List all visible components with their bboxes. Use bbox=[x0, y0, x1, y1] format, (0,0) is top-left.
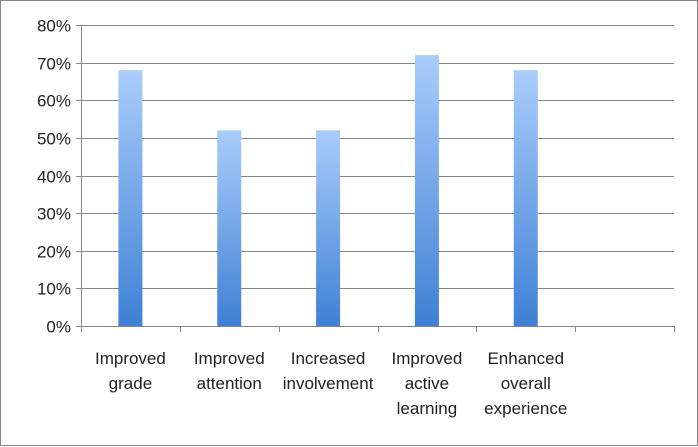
x-category-label: active bbox=[405, 374, 449, 393]
y-tick-label: 10% bbox=[37, 280, 71, 299]
x-category-label: learning bbox=[397, 399, 458, 418]
axes bbox=[76, 25, 675, 332]
x-category-label: Enhanced bbox=[487, 349, 564, 368]
x-category-label: overall bbox=[501, 374, 551, 393]
x-category-label: experience bbox=[484, 399, 567, 418]
y-tick-label: 30% bbox=[37, 205, 71, 224]
y-tick-labels: 0% 10% 20% 30% 40% 50% 60% 70% 80% bbox=[37, 17, 71, 337]
y-tick-label: 0% bbox=[46, 318, 71, 337]
x-category-label: involvement bbox=[283, 374, 374, 393]
x-category-label: grade bbox=[109, 374, 152, 393]
y-tick-label: 50% bbox=[37, 130, 71, 149]
gridlines bbox=[81, 25, 674, 289]
x-category-labels: Improved grade Improved attention Increased i… bbox=[95, 349, 567, 418]
y-tick-label: 60% bbox=[37, 92, 71, 111]
bar bbox=[513, 70, 538, 327]
y-tick-label: 20% bbox=[37, 243, 71, 262]
x-category-label: Improved bbox=[391, 349, 462, 368]
bars bbox=[118, 55, 538, 327]
x-category-label: Increased bbox=[291, 349, 366, 368]
bar bbox=[217, 130, 242, 326]
y-tick-label: 80% bbox=[37, 17, 71, 36]
y-tick-label: 40% bbox=[37, 168, 71, 187]
y-tick-label: 70% bbox=[37, 55, 71, 74]
x-category-label: Improved bbox=[194, 349, 265, 368]
x-category-label: Improved bbox=[95, 349, 166, 368]
bar bbox=[316, 130, 341, 326]
x-category-label: attention bbox=[197, 374, 262, 393]
bar bbox=[414, 55, 439, 326]
bar bbox=[118, 70, 143, 327]
